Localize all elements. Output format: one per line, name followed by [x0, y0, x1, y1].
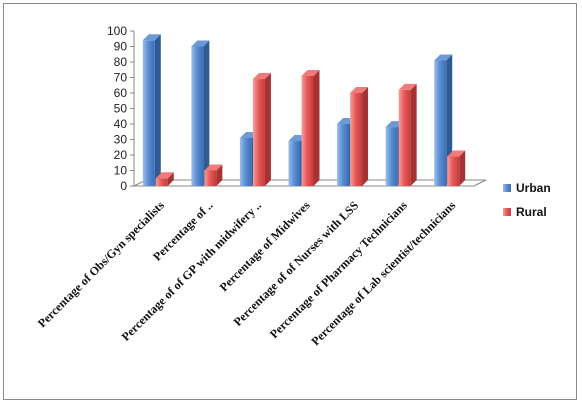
bar-rural [155, 172, 174, 186]
bar-side [203, 40, 210, 186]
bar-front [350, 93, 363, 186]
bar-front [252, 79, 265, 186]
y-tick-label: 30 [114, 133, 128, 147]
legend-label-urban: Urban [516, 181, 551, 195]
bar-top [155, 172, 174, 179]
x-tick-label: Percentage of Midwives [217, 198, 313, 294]
bar-front [337, 124, 350, 186]
bar-top [252, 73, 271, 80]
bar-front [434, 60, 447, 187]
bar-rural [204, 164, 223, 186]
bar-top [142, 34, 161, 41]
bar-side [313, 69, 320, 186]
bar-front [398, 89, 411, 186]
bar-front [301, 75, 314, 186]
bar-urban [142, 34, 161, 186]
bar-front [239, 137, 252, 186]
legend-label-rural: Rural [516, 205, 547, 219]
y-tick-label: 20 [114, 148, 128, 162]
bar-side [264, 73, 271, 186]
bar-rural [252, 73, 271, 186]
bar-side [410, 83, 417, 186]
bar-top [204, 164, 223, 171]
bar-top [447, 150, 466, 157]
bar-top [350, 87, 369, 93]
bar-front [191, 46, 204, 186]
bar-front [155, 178, 168, 186]
bar-side [362, 87, 369, 186]
legend-swatch-urban [503, 184, 511, 192]
bar-side [216, 164, 223, 186]
bar-side [459, 150, 466, 186]
y-tick-label: 50 [114, 102, 128, 116]
y-tick-label: 60 [114, 86, 128, 100]
bar-rural [301, 69, 320, 186]
bar-rural [447, 150, 466, 186]
bar-front [385, 127, 398, 186]
bar-rural [350, 87, 369, 186]
y-tick-label: 80 [114, 55, 128, 69]
bar-front [142, 40, 155, 186]
bar-top [191, 40, 210, 47]
y-tick-label: 100 [107, 24, 127, 38]
y-tick-label: 10 [114, 164, 128, 178]
bar-urban [191, 40, 210, 186]
legend-swatch-rural [503, 208, 511, 216]
bar-top [398, 83, 417, 90]
bar-front [288, 141, 301, 186]
chart-frame [3, 3, 577, 400]
bar-rural [398, 83, 417, 186]
bar-front [447, 156, 460, 186]
bar-side [167, 172, 174, 186]
bar-top [301, 69, 320, 76]
bar-front [204, 170, 217, 186]
bar-side [154, 34, 161, 186]
y-tick-label: 0 [120, 179, 127, 193]
y-tick-label: 40 [114, 117, 128, 131]
y-tick-label: 90 [114, 40, 128, 54]
y-tick-label: 70 [114, 71, 128, 85]
bar-top [434, 54, 453, 61]
